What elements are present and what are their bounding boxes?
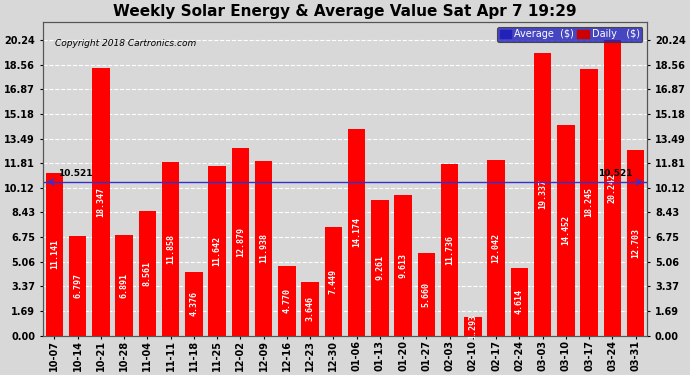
Text: 12.879: 12.879 [236,226,245,256]
Bar [441,164,458,336]
Legend: Average  ($), Daily   ($): Average ($), Daily ($) [497,27,642,42]
Text: 14.452: 14.452 [562,215,571,245]
Text: 7.449: 7.449 [329,268,338,294]
Text: 3.646: 3.646 [306,296,315,321]
Text: 9.613: 9.613 [399,253,408,278]
Text: 9.261: 9.261 [375,255,384,280]
Text: 4.614: 4.614 [515,290,524,314]
Text: 14.174: 14.174 [352,217,361,247]
Title: Weekly Solar Energy & Average Value Sat Apr 7 19:29: Weekly Solar Energy & Average Value Sat … [113,4,577,19]
Text: 20.242: 20.242 [608,173,617,203]
Text: 19.337: 19.337 [538,179,547,209]
Bar [302,282,319,336]
Bar [558,124,575,336]
Text: 4.376: 4.376 [189,291,198,316]
Bar [604,40,621,336]
Bar [534,53,551,336]
Bar [395,195,412,336]
Text: 18.245: 18.245 [584,188,593,218]
Bar [255,161,273,336]
Text: 12.042: 12.042 [492,232,501,262]
Text: 11.141: 11.141 [50,239,59,269]
Bar [208,166,226,336]
Bar [92,68,110,336]
Bar [464,316,482,336]
Bar [46,173,63,336]
Text: 11.642: 11.642 [213,236,221,266]
Bar [511,268,528,336]
Text: 11.938: 11.938 [259,233,268,263]
Bar [139,211,156,336]
Bar [278,266,295,336]
Text: 10.521: 10.521 [58,170,92,178]
Bar [185,272,203,336]
Bar [115,235,132,336]
Bar [580,69,598,336]
Bar [487,160,505,336]
Text: 11.736: 11.736 [445,235,454,265]
Text: 1.293: 1.293 [469,314,477,339]
Bar [371,200,388,336]
Text: 5.660: 5.660 [422,282,431,307]
Text: 4.770: 4.770 [282,288,291,313]
Bar [162,162,179,336]
Text: 6.797: 6.797 [73,273,82,298]
Bar [348,129,365,336]
Text: 11.858: 11.858 [166,234,175,264]
Text: Copyright 2018 Cartronics.com: Copyright 2018 Cartronics.com [55,39,197,48]
Bar [417,253,435,336]
Text: 10.521: 10.521 [598,170,632,178]
Bar [69,236,86,336]
Text: 12.703: 12.703 [631,228,640,258]
Bar [627,150,644,336]
Bar [325,227,342,336]
Text: 8.561: 8.561 [143,261,152,285]
Text: 18.347: 18.347 [97,187,106,217]
Bar [232,147,249,336]
Text: 6.891: 6.891 [119,273,128,298]
